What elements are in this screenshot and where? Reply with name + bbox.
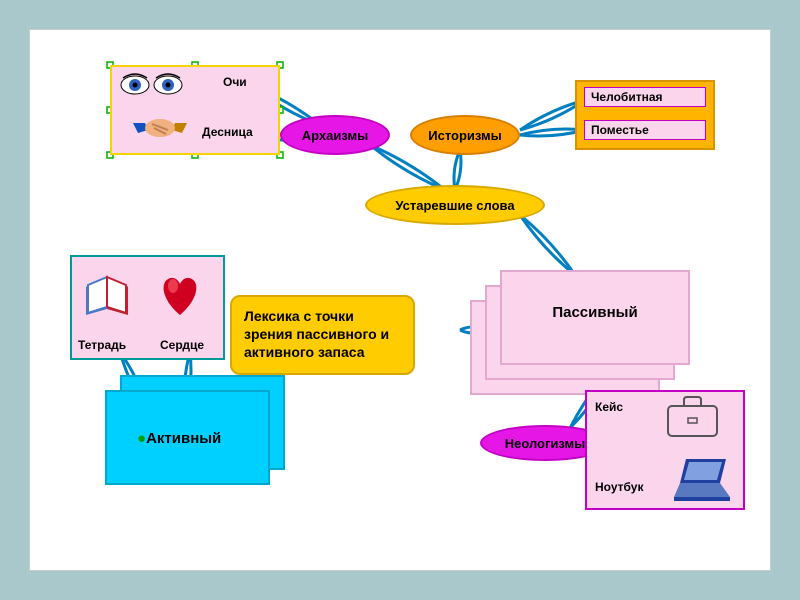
heart-icon [155, 270, 205, 320]
passive-box: Пассивный [500, 270, 690, 365]
obsolete-node: Устаревшие слова [365, 185, 545, 225]
historisms-node: Историзмы [410, 115, 520, 155]
pomestye-label: Поместье [584, 120, 706, 140]
desnitsa-label: Десница [202, 125, 253, 139]
archaisms-node: Архаизмы [280, 115, 390, 155]
outer-frame: Очи Десница Челобитная Поместье Архаизмы… [0, 0, 800, 600]
briefcase-icon [660, 392, 725, 442]
eyes-icon [118, 70, 188, 100]
ochi-label: Очи [223, 75, 247, 89]
tetrad-label: Тетрадь [78, 338, 126, 352]
lexika-box: Лексика с точки зрения пассивного и акти… [230, 295, 415, 375]
book-icon [80, 265, 135, 320]
lexika-label: Лексика с точки зрения пассивного и акти… [232, 297, 413, 372]
active-box: ●Активный [105, 390, 270, 485]
noutbuk-label: Ноутбук [595, 480, 643, 494]
laptop-icon [670, 455, 735, 505]
serdce-label: Сердце [160, 338, 204, 352]
passive-label: Пассивный [502, 272, 688, 321]
diagram-canvas: Очи Десница Челобитная Поместье Архаизмы… [29, 29, 771, 571]
active-label: Активный [146, 430, 221, 447]
keis-label: Кейс [595, 400, 623, 414]
chelob-label: Челобитная [584, 87, 706, 107]
handshake-icon [130, 108, 190, 146]
